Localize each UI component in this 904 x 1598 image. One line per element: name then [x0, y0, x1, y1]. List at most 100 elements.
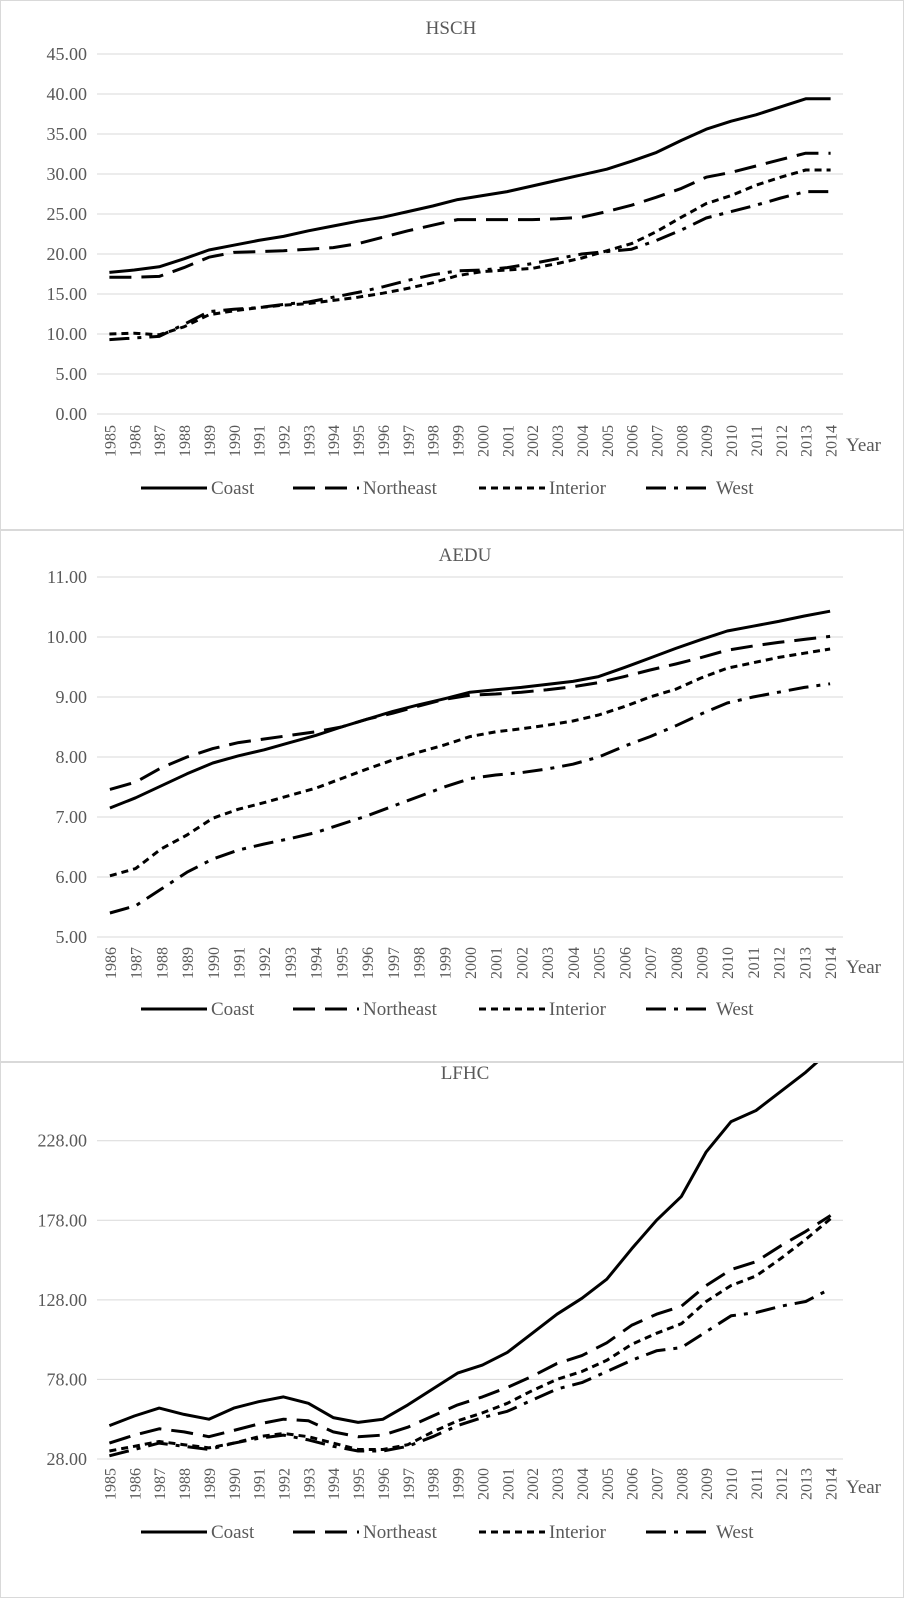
x-axis-label: Year: [846, 1477, 882, 1498]
x-tick-label: 1996: [360, 947, 377, 979]
x-tick-label: 2010: [724, 425, 741, 457]
x-tick-label: 1985: [102, 425, 119, 457]
x-tick-label: 1998: [412, 947, 429, 979]
y-tick-label: 9.00: [56, 687, 88, 707]
x-axis-label: Year: [846, 435, 882, 456]
series-line-coast: [108, 1063, 819, 1427]
x-tick-label: 2005: [592, 947, 609, 979]
x-tick-label: 1996: [376, 425, 393, 457]
y-tick-label: 5.00: [56, 927, 88, 947]
series-line-interior: [109, 647, 831, 878]
x-tick-label: 1987: [152, 425, 169, 457]
x-tick-label: 2000: [463, 947, 480, 979]
x-tick-label: 1988: [177, 1468, 194, 1500]
x-tick-label: 1989: [202, 1468, 219, 1500]
y-tick-label: 10.00: [47, 324, 88, 344]
legend-label-west: West: [716, 999, 754, 1020]
x-tick-label: 2009: [699, 1468, 716, 1500]
x-tick-label: 2003: [540, 947, 557, 979]
x-tick-label: 2010: [720, 947, 737, 979]
series-line-coast: [109, 97, 831, 274]
chart-title: AEDU: [439, 545, 492, 566]
chart-panel-aedu: AEDU Year 5.00 6.00 7.00 8.00 9.00 10.00 11.00…: [0, 530, 904, 1062]
legend-label-interior: Interior: [549, 1522, 607, 1543]
x-tick-label: 1993: [301, 425, 318, 457]
x-tick-label: 2003: [550, 425, 567, 457]
x-tick-label: 1991: [252, 425, 269, 457]
y-tick-label: 25.00: [47, 204, 88, 224]
chart-panel-hsch: HSCH Year 0.00 5.00 10.00 15.00 20.00 25.00 30…: [0, 0, 904, 530]
y-tick-label: 128.00: [38, 1290, 88, 1310]
chart-title: LFHC: [441, 1063, 490, 1084]
chart-title: HSCH: [426, 18, 477, 39]
x-tick-label: 2012: [774, 1468, 791, 1500]
x-tick-label: 2011: [749, 1468, 766, 1499]
x-tick-label: 2000: [475, 1468, 492, 1500]
x-tick-label: 2008: [669, 947, 686, 979]
x-tick-label: 2004: [575, 1468, 592, 1500]
series-line-interior: [109, 168, 831, 337]
x-tick-label: 1998: [426, 425, 443, 457]
x-tick-label: 2007: [650, 1468, 667, 1500]
x-tick-label: 2002: [525, 425, 542, 457]
x-tick-label: 1999: [437, 947, 454, 979]
x-tick-label: 1995: [334, 947, 351, 979]
legend-label-interior: Interior: [549, 999, 607, 1020]
series-line-coast: [109, 609, 831, 810]
aedu-chart: AEDU Year 5.00 6.00 7.00 8.00 9.00 10.00 11.00…: [47, 545, 882, 1020]
x-tick-label: 1990: [227, 1468, 244, 1500]
x-tick-label: 2001: [489, 947, 506, 979]
x-tick-label: 1998: [426, 1468, 443, 1500]
y-tick-label: 45.00: [47, 44, 88, 64]
y-tick-label: 5.00: [56, 364, 88, 384]
y-tick-label: 11.00: [47, 567, 87, 587]
x-tick-label: 1997: [401, 1468, 418, 1500]
x-tick-label: 1991: [231, 947, 248, 979]
x-tick-label: 2004: [575, 425, 592, 457]
x-tick-label: 2010: [724, 1468, 741, 1500]
x-tick-label: 1988: [177, 425, 194, 457]
y-tick-label: 6.00: [56, 867, 88, 887]
legend-label-northeast: Northeast: [363, 1522, 438, 1543]
y-tick-label: 40.00: [47, 84, 88, 104]
x-tick-label: 2006: [617, 947, 634, 979]
x-tick-label: 2013: [797, 947, 814, 979]
x-tick-label: 2006: [625, 425, 642, 457]
x-tick-label: 1997: [401, 425, 418, 457]
x-tick-label: 1993: [283, 947, 300, 979]
x-tick-label: 1997: [386, 947, 403, 979]
x-tick-label: 1986: [127, 1468, 144, 1500]
y-tick-label: 10.00: [47, 627, 88, 647]
series-line-west: [109, 682, 831, 915]
x-tick-label: 1992: [277, 425, 294, 457]
lfhc-chart: LFHC Year 28.00 78.00 128.00 178.00 228.00 19…: [38, 1063, 882, 1543]
x-tick-label: 2013: [799, 1468, 816, 1500]
x-tick-label: 2014: [824, 1468, 841, 1500]
y-tick-label: 0.00: [56, 404, 88, 424]
legend-label-west: West: [716, 1522, 754, 1543]
x-tick-label: 2012: [774, 425, 791, 457]
y-tick-label: 7.00: [56, 807, 88, 827]
x-tick-label: 1999: [451, 1468, 468, 1500]
x-tick-label: 2008: [674, 1468, 691, 1500]
legend-label-northeast: Northeast: [363, 478, 438, 499]
x-tick-label: 2014: [823, 947, 840, 979]
series-line-northeast: [108, 1214, 832, 1445]
x-tick-label: 1992: [257, 947, 274, 979]
y-tick-label: 15.00: [47, 284, 88, 304]
x-tick-label: 2009: [695, 947, 712, 979]
x-tick-label: 2006: [625, 1468, 642, 1500]
x-tick-label: 2005: [600, 425, 617, 457]
x-tick-label: 1995: [351, 1468, 368, 1500]
x-tick-label: 1993: [301, 1468, 318, 1500]
x-tick-label: 2007: [650, 425, 667, 457]
x-tick-label: 1994: [309, 947, 326, 979]
x-tick-label: 2011: [746, 947, 763, 978]
x-tick-label: 1990: [227, 425, 244, 457]
y-tick-label: 228.00: [38, 1131, 88, 1151]
y-tick-label: 28.00: [47, 1449, 88, 1469]
x-tick-label: 2003: [550, 1468, 567, 1500]
x-tick-label: 1987: [152, 1468, 169, 1500]
x-tick-label: 1999: [451, 425, 468, 457]
x-tick-label: 2005: [600, 1468, 617, 1500]
